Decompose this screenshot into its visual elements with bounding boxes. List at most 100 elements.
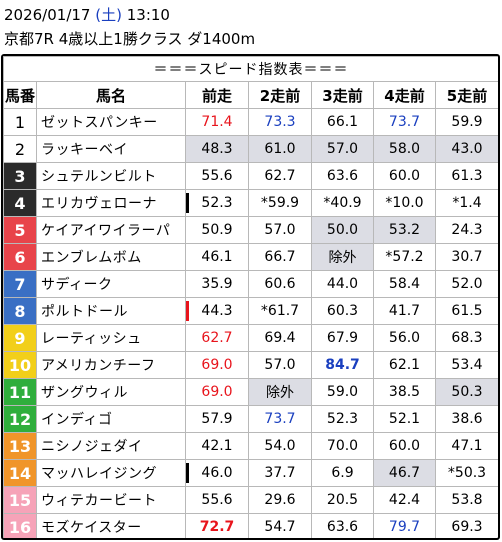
- speed-index-cell: *61.7: [248, 297, 312, 325]
- speed-index-value: 29.6: [264, 492, 296, 508]
- column-header: 2走前: [248, 81, 312, 109]
- speed-index-value: 57.0: [326, 141, 359, 157]
- speed-index-value: 53.2: [388, 222, 421, 238]
- table-row: 16 モズケイスター 72.7 54.7 63.6 79.7 69.3: [3, 513, 498, 538]
- speed-index-cell: 55.6: [185, 486, 249, 514]
- horse-name: ケイアイワイラーパ: [36, 216, 186, 244]
- speed-index-cell: 63.6: [311, 162, 374, 190]
- speed-index-value: 62.7: [264, 168, 296, 184]
- table-row: 5 ケイアイワイラーパ 50.9 57.0 50.0 53.2 24.3: [3, 216, 498, 244]
- speed-index-value: 30.7: [451, 249, 483, 265]
- speed-index-cell: 42.1: [185, 432, 249, 460]
- speed-index-value: 60.3: [326, 303, 359, 319]
- speed-index-cell: 68.3: [435, 324, 498, 352]
- speed-index-value: 52.0: [451, 276, 483, 292]
- speed-index-cell: 50.9: [185, 216, 249, 244]
- horse-number: 6: [3, 243, 37, 271]
- speed-index-value: 55.6: [201, 168, 233, 184]
- speed-index-cell: 52.3: [311, 405, 374, 433]
- horse-number: 8: [3, 297, 37, 325]
- horse-name: モズケイスター: [36, 513, 186, 538]
- speed-index-cell: 60.3: [311, 297, 374, 325]
- speed-index-cell: *50.3: [435, 459, 498, 487]
- horse-name: シュテルンビルト: [36, 162, 186, 190]
- speed-index-value: 57.0: [264, 222, 296, 238]
- speed-index-value: 47.1: [451, 438, 483, 454]
- speed-index-cell: 52.3: [185, 189, 249, 217]
- speed-index-cell: 69.0: [185, 351, 249, 379]
- speed-index-cell: 62.7: [248, 162, 312, 190]
- table-title-row: ＝＝＝スピード指数表＝＝＝: [3, 56, 498, 82]
- horse-name: ウィテカービート: [36, 486, 186, 514]
- speed-index-value: 6.9: [331, 465, 354, 481]
- speed-index-value: 35.9: [201, 276, 233, 292]
- speed-index-cell: 58.0: [373, 135, 436, 163]
- speed-index-value: 42.1: [201, 438, 233, 454]
- speed-index-cell: 72.7: [185, 513, 249, 538]
- speed-index-cell: *40.9: [311, 189, 374, 217]
- horse-name: ニシノジェダイ: [36, 432, 186, 460]
- speed-index-value: 50.0: [326, 222, 359, 238]
- speed-index-value: 59.9: [451, 114, 483, 130]
- table-title: ＝＝＝スピード指数表＝＝＝: [3, 56, 498, 82]
- horse-name: サディーク: [36, 270, 186, 298]
- horse-number: 15: [3, 486, 37, 514]
- speed-index-value: 44.3: [201, 303, 233, 319]
- speed-index-cell: 38.6: [435, 405, 498, 433]
- horse-name: ラッキーベイ: [36, 135, 186, 163]
- speed-index-cell: 50.0: [311, 216, 374, 244]
- horse-number: 2: [3, 135, 37, 163]
- speed-index-cell: *1.4: [435, 189, 498, 217]
- speed-index-value: *61.7: [260, 303, 300, 319]
- speed-index-value: 58.0: [388, 141, 421, 157]
- column-header: 4走前: [373, 81, 436, 109]
- speed-index-cell: 54.7: [248, 513, 312, 538]
- speed-index-value: 66.1: [326, 114, 359, 130]
- speed-index-cell: 61.3: [435, 162, 498, 190]
- speed-index-value: 60.0: [388, 438, 421, 454]
- speed-index-cell: 53.8: [435, 486, 498, 514]
- speed-index-cell: 84.7: [311, 351, 374, 379]
- speed-index-value: 62.7: [201, 330, 233, 346]
- speed-index-cell: *59.9: [248, 189, 312, 217]
- table-row: 9 レーティッシュ 62.7 69.4 67.9 56.0 68.3: [3, 324, 498, 352]
- horse-number: 10: [3, 351, 37, 379]
- speed-index-cell: 66.7: [248, 243, 312, 271]
- speed-index-cell: 59.0: [311, 378, 374, 406]
- speed-index-cell: 53.4: [435, 351, 498, 379]
- horse-number: 14: [3, 459, 37, 487]
- speed-index-value: 20.5: [326, 492, 359, 508]
- speed-index-panel: ＝＝＝スピード指数表＝＝＝ 馬番 馬名 前走 2走前 3走前 4走前 5走前 1 ゼットスパン…: [1, 54, 500, 540]
- speed-index-value: 50.9: [201, 222, 233, 238]
- speed-index-cell: 57.0: [248, 216, 312, 244]
- column-header: 前走: [185, 81, 249, 109]
- horse-number: 5: [3, 216, 37, 244]
- speed-index-cell: 69.3: [435, 513, 498, 538]
- horse-number: 3: [3, 162, 37, 190]
- speed-index-value: 除外: [266, 385, 294, 401]
- speed-index-cell: 73.7: [373, 108, 436, 136]
- race-time: 13:10: [126, 6, 170, 24]
- speed-index-value: 52.3: [201, 195, 233, 211]
- speed-index-value: 43.0: [451, 141, 483, 157]
- speed-index-value: 44.0: [326, 276, 359, 292]
- speed-index-cell: 50.3: [435, 378, 498, 406]
- table-row: 13 ニシノジェダイ 42.1 54.0 70.0 60.0 47.1: [3, 432, 498, 460]
- table-row: 11 ザングウィル 69.0 除外 59.0 38.5 50.3: [3, 378, 498, 406]
- speed-index-cell: 除外: [311, 243, 374, 271]
- speed-index-cell: 42.4: [373, 486, 436, 514]
- speed-index-cell: 60.0: [373, 162, 436, 190]
- table-row: 10 アメリカンチーフ 69.0 57.0 84.7 62.1 53.4: [3, 351, 498, 379]
- speed-index-value: 48.3: [201, 141, 233, 157]
- speed-index-cell: 20.5: [311, 486, 374, 514]
- speed-index-value: 53.8: [451, 492, 483, 508]
- table-row: 14 マッハレイジング 46.0 37.7 6.9 46.7 *50.3: [3, 459, 498, 487]
- speed-index-value: 73.7: [388, 114, 421, 130]
- speed-index-value: 53.4: [451, 357, 483, 373]
- speed-index-cell: 46.7: [373, 459, 436, 487]
- speed-index-value: 37.7: [264, 465, 296, 481]
- speed-index-value: 61.5: [451, 303, 483, 319]
- speed-index-value: 57.0: [264, 357, 296, 373]
- speed-index-cell: 57.0: [248, 351, 312, 379]
